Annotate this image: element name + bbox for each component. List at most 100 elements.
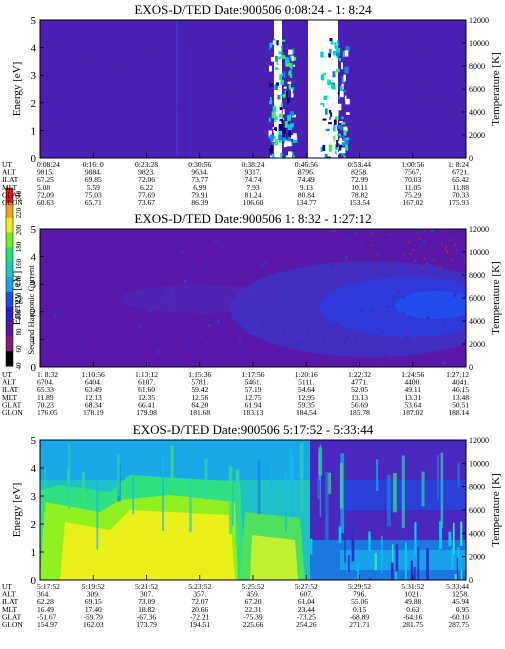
burst-pixel xyxy=(344,50,349,57)
noise-pixel xyxy=(371,125,373,128)
noise-pixel xyxy=(51,237,54,241)
burst-pixel xyxy=(328,146,332,152)
noise-pixel xyxy=(440,74,442,78)
noise-pixel xyxy=(127,362,130,365)
noise-pixel xyxy=(62,126,64,129)
noise-pixel xyxy=(239,131,241,134)
table-cell: 17.40 xyxy=(85,605,102,614)
noise-pixel xyxy=(113,285,116,288)
burst-pixel xyxy=(286,97,291,104)
burst-pixel xyxy=(268,47,271,50)
burst-pixel xyxy=(272,135,276,139)
noise-pixel xyxy=(183,279,187,284)
noise-pixel xyxy=(430,130,432,133)
table-cell: 13.48 xyxy=(452,393,469,402)
burst-pixel xyxy=(279,74,282,80)
noise-pixel xyxy=(205,258,209,261)
burst-pixel xyxy=(270,144,273,152)
table-cell: 153.54 xyxy=(349,198,370,207)
hot-pixel xyxy=(424,231,426,233)
burst-pixel xyxy=(341,147,346,154)
noise-pixel xyxy=(133,338,136,341)
noise-pixel xyxy=(56,239,59,242)
burst-pixel xyxy=(288,84,291,90)
noise-pixel xyxy=(198,258,202,261)
streak xyxy=(392,472,397,513)
streak xyxy=(235,474,239,524)
y2-tick-label: 2000 xyxy=(469,340,485,349)
noise-pixel xyxy=(146,50,148,54)
burst-pixel xyxy=(328,121,332,125)
noise-pixel xyxy=(303,351,306,354)
table-cell: -72.21 xyxy=(190,612,210,621)
table-cell: 72.09 xyxy=(37,190,54,199)
noise-pixel xyxy=(63,246,65,249)
noise-pixel xyxy=(220,345,223,350)
table-cell: 72.06 xyxy=(138,175,155,184)
streak xyxy=(285,469,287,532)
streak xyxy=(310,538,313,555)
noise-pixel xyxy=(350,141,352,143)
streak xyxy=(386,474,391,527)
y2-axis-label: Temperature [K] xyxy=(490,473,502,546)
burst-pixel xyxy=(328,52,331,58)
table-cell: 18.82 xyxy=(138,605,155,614)
hot-pixel xyxy=(374,266,377,268)
noise-pixel xyxy=(384,154,386,156)
table-cell: 63.49 xyxy=(85,385,102,394)
noise-pixel xyxy=(52,249,55,251)
y2-tick-label: 0 xyxy=(469,154,473,163)
noise-pixel xyxy=(158,234,162,236)
noise-pixel xyxy=(46,133,48,137)
noise-pixel xyxy=(368,152,370,156)
burst-pixel xyxy=(326,48,329,53)
burst-pixel xyxy=(345,137,350,140)
streak xyxy=(368,531,371,552)
hot-pixel xyxy=(449,239,451,241)
hot-pixel xyxy=(391,268,393,270)
noise-pixel xyxy=(60,98,62,101)
hot-pixel xyxy=(421,267,423,270)
burst-pixel xyxy=(284,121,288,128)
noise-pixel xyxy=(162,329,165,331)
burst-pixel xyxy=(281,52,284,57)
noise-pixel xyxy=(290,246,293,249)
noise-pixel xyxy=(440,140,442,143)
noise-pixel xyxy=(385,308,388,310)
noise-pixel xyxy=(213,252,216,255)
noise-pixel xyxy=(414,356,418,359)
table-row-label: UT xyxy=(2,582,12,591)
streak xyxy=(189,479,192,533)
noise-pixel xyxy=(173,308,175,311)
burst-pixel xyxy=(274,123,279,130)
noise-pixel xyxy=(153,50,155,53)
noise-pixel xyxy=(354,290,358,293)
noise-pixel xyxy=(333,292,335,294)
table-cell: 46.15 xyxy=(452,385,469,394)
noise-pixel xyxy=(171,288,173,293)
colorbar-segment xyxy=(6,306,13,322)
noise-pixel xyxy=(51,292,54,296)
noise-pixel xyxy=(206,275,210,278)
y2-tick-label: 0 xyxy=(469,576,473,585)
noise-pixel xyxy=(83,62,85,66)
burst-pixel xyxy=(341,122,346,125)
burst-pixel xyxy=(320,147,323,153)
panel-title: EXOS-D/TED Date:900506 1: 8:32 - 1:27:12 xyxy=(134,211,371,226)
burst-pixel xyxy=(341,142,347,147)
burst-pixel xyxy=(323,95,328,99)
burst-pixel xyxy=(289,74,293,78)
noise-pixel xyxy=(432,257,434,261)
noise-pixel xyxy=(436,331,439,334)
noise-pixel xyxy=(252,24,254,26)
hot-pixel xyxy=(425,262,428,265)
table-cell: 23.44 xyxy=(298,605,315,614)
noise-pixel xyxy=(336,321,338,326)
colorbar-segment xyxy=(6,336,13,352)
burst-pixel xyxy=(289,62,293,69)
streak xyxy=(300,468,304,513)
y-tick-label: 1 xyxy=(31,334,37,346)
noise-pixel xyxy=(382,256,385,260)
noise-pixel xyxy=(98,363,100,367)
